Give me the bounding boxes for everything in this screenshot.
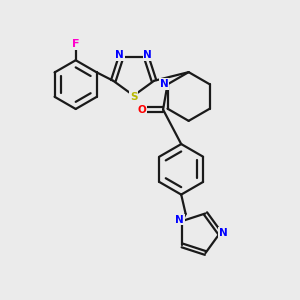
Text: N: N bbox=[160, 79, 168, 89]
Text: S: S bbox=[130, 92, 137, 102]
Text: F: F bbox=[72, 39, 80, 49]
Text: N: N bbox=[176, 214, 184, 224]
Text: O: O bbox=[137, 105, 146, 115]
Text: N: N bbox=[115, 50, 124, 60]
Text: N: N bbox=[143, 50, 152, 60]
Text: N: N bbox=[219, 228, 228, 238]
